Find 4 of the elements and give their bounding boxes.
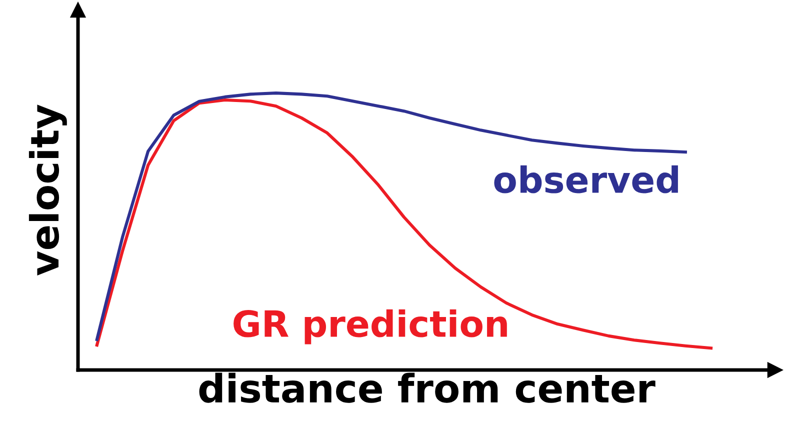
series-label: GR prediction	[234, 309, 507, 344]
series-label: observed	[494, 165, 678, 194]
x-axis-title: distance from center	[199, 372, 656, 403]
y-axis-title: velocity	[28, 104, 67, 276]
